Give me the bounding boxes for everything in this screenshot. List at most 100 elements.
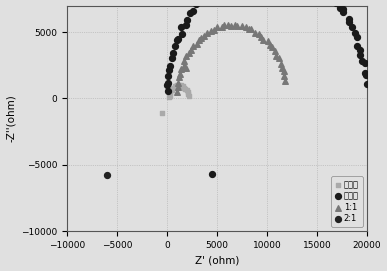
聚咆略 xyxy=(349,24,355,29)
1:1 xyxy=(185,51,192,55)
聚咆略 xyxy=(169,56,175,60)
1:1 xyxy=(265,39,271,44)
聚咆略 xyxy=(190,9,197,13)
1:1 xyxy=(260,38,267,42)
1:1 xyxy=(271,49,277,54)
聚咆略 xyxy=(165,89,171,93)
聚咆略 xyxy=(364,82,370,86)
1:1 xyxy=(282,78,288,83)
聚咆略 xyxy=(183,22,189,27)
聚咆略 xyxy=(363,73,369,78)
聚咆略 xyxy=(337,6,343,11)
空白组 xyxy=(182,86,188,91)
1:1 xyxy=(181,59,187,63)
聚咆略 xyxy=(174,38,180,43)
聚咆略 xyxy=(187,11,193,15)
Point xyxy=(183,66,189,70)
空白组 xyxy=(186,94,192,98)
聚咆略 xyxy=(340,10,346,15)
聚咆略 xyxy=(184,17,190,22)
聚咆略 xyxy=(362,61,368,65)
1:1 xyxy=(234,24,240,28)
空白组 xyxy=(173,84,179,89)
空白组 xyxy=(171,84,178,88)
1:1 xyxy=(214,25,221,30)
聚咆略 xyxy=(333,1,339,5)
Point xyxy=(159,111,165,115)
聚咆略 xyxy=(179,32,185,36)
1:1 xyxy=(208,29,214,33)
1:1 xyxy=(177,72,183,76)
聚咆略 xyxy=(354,44,360,48)
1:1 xyxy=(228,24,235,28)
空白组 xyxy=(185,92,191,96)
1:1 xyxy=(269,45,275,50)
1:1 xyxy=(246,27,252,31)
1:1 xyxy=(255,32,262,36)
1:1 xyxy=(204,31,210,35)
聚咆略 xyxy=(359,59,365,63)
空白组 xyxy=(169,88,175,92)
聚咆略 xyxy=(346,20,352,24)
1:1 xyxy=(243,25,249,30)
1:1 xyxy=(188,48,194,53)
空白组 xyxy=(166,95,172,99)
聚咆略 xyxy=(175,37,181,41)
1:1 xyxy=(219,25,225,29)
空白组 xyxy=(180,84,186,88)
1:1 xyxy=(178,67,185,72)
1:1 xyxy=(190,44,196,48)
1:1 xyxy=(276,56,283,60)
1:1 xyxy=(279,66,285,70)
Point xyxy=(209,172,215,176)
1:1 xyxy=(181,64,187,68)
1:1 xyxy=(239,24,245,28)
1:1 xyxy=(201,34,207,38)
1:1 xyxy=(232,23,238,27)
1:1 xyxy=(183,54,189,59)
1:1 xyxy=(175,81,181,85)
聚咆略 xyxy=(352,31,358,35)
空白组 xyxy=(176,83,183,87)
聚咆略 xyxy=(354,34,360,39)
2:1 xyxy=(104,173,110,178)
聚咆略 xyxy=(197,0,204,2)
空白组 xyxy=(168,88,174,93)
1:1 xyxy=(278,62,284,66)
聚咆略 xyxy=(165,73,171,78)
聚咆略 xyxy=(170,50,176,55)
空白组 xyxy=(167,94,173,98)
1:1 xyxy=(259,35,265,39)
1:1 xyxy=(196,37,202,42)
聚咆略 xyxy=(361,71,368,75)
聚咆略 xyxy=(165,81,171,85)
聚咆略 xyxy=(166,67,173,72)
1:1 xyxy=(267,43,274,47)
空白组 xyxy=(178,83,185,87)
空白组 xyxy=(175,83,181,88)
1:1 xyxy=(175,85,181,89)
1:1 xyxy=(221,23,227,28)
空白组 xyxy=(170,86,176,90)
1:1 xyxy=(248,27,255,32)
1:1 xyxy=(198,35,204,40)
空白组 xyxy=(183,88,190,93)
聚咆略 xyxy=(195,0,202,2)
1:1 xyxy=(225,23,231,27)
空白组 xyxy=(185,90,192,94)
1:1 xyxy=(281,69,287,73)
聚咆略 xyxy=(178,25,185,29)
1:1 xyxy=(174,90,180,94)
1:1 xyxy=(272,53,279,58)
X-axis label: Z' (ohm): Z' (ohm) xyxy=(195,256,239,265)
1:1 xyxy=(194,42,200,46)
空白组 xyxy=(167,91,173,95)
1:1 xyxy=(211,28,217,32)
聚咆略 xyxy=(357,53,363,57)
聚咆略 xyxy=(340,7,346,11)
空白组 xyxy=(181,85,187,90)
1:1 xyxy=(252,31,259,35)
聚咆略 xyxy=(357,48,363,52)
1:1 xyxy=(281,74,287,78)
聚咆略 xyxy=(164,83,170,88)
